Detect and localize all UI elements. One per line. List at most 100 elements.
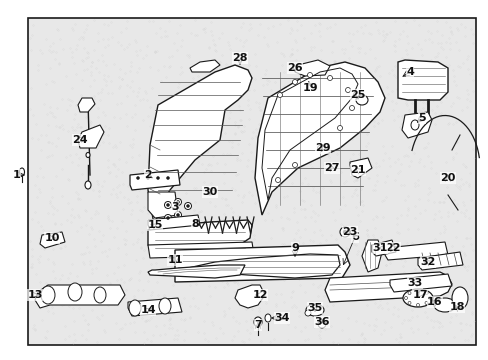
Point [171, 332, 179, 338]
Point [122, 228, 129, 233]
Point [295, 276, 303, 282]
Point [64, 275, 72, 281]
Point [77, 124, 85, 130]
Point [216, 59, 224, 64]
Point [113, 225, 121, 230]
Point [79, 144, 86, 150]
Point [273, 174, 281, 179]
Point [403, 57, 410, 62]
Point [289, 302, 297, 308]
Point [443, 209, 450, 215]
Point [328, 339, 336, 345]
Point [264, 170, 271, 175]
Point [139, 96, 147, 102]
Point [279, 69, 287, 75]
Point [239, 274, 247, 280]
Point [284, 337, 291, 343]
Point [373, 251, 381, 257]
Point [459, 202, 467, 207]
Point [412, 313, 420, 319]
Point [467, 121, 474, 126]
Point [292, 219, 300, 225]
Point [360, 107, 368, 112]
Point [186, 303, 194, 309]
Point [166, 123, 174, 129]
Point [173, 298, 181, 304]
Point [59, 232, 67, 238]
Point [196, 60, 203, 66]
Point [120, 279, 128, 285]
Point [381, 252, 389, 257]
Point [231, 172, 239, 178]
Point [262, 202, 269, 207]
Point [368, 285, 376, 291]
Point [397, 182, 405, 188]
Point [466, 283, 473, 289]
Point [104, 213, 112, 219]
Point [27, 85, 35, 91]
Point [82, 336, 90, 342]
Point [106, 78, 114, 84]
Point [46, 104, 54, 109]
Point [406, 317, 413, 323]
Point [223, 280, 230, 286]
Point [257, 198, 264, 204]
Point [63, 217, 71, 222]
Point [59, 126, 67, 132]
Point [240, 267, 247, 273]
Point [265, 339, 273, 345]
Point [427, 107, 435, 113]
Point [238, 150, 245, 156]
Point [220, 72, 228, 78]
Point [51, 56, 59, 62]
Point [461, 165, 469, 170]
Point [326, 323, 334, 329]
Ellipse shape [86, 153, 90, 158]
Point [392, 100, 400, 106]
Point [138, 287, 146, 293]
Point [425, 36, 432, 41]
Point [109, 144, 117, 150]
Point [212, 137, 220, 143]
Point [373, 264, 381, 270]
Point [173, 48, 181, 53]
Point [387, 88, 395, 94]
Point [462, 96, 470, 102]
Ellipse shape [292, 80, 297, 85]
Point [32, 122, 40, 127]
Point [87, 119, 95, 125]
Point [426, 30, 434, 36]
Point [299, 35, 307, 41]
Point [260, 128, 267, 134]
Point [121, 295, 129, 301]
Point [352, 28, 360, 34]
Point [278, 63, 285, 68]
Point [42, 132, 50, 138]
Point [56, 245, 63, 251]
Point [389, 72, 397, 78]
Point [333, 168, 341, 174]
Point [403, 317, 411, 323]
Point [90, 17, 98, 23]
Point [49, 268, 57, 274]
Point [399, 317, 407, 323]
Point [108, 219, 116, 224]
Point [206, 263, 214, 269]
Point [452, 201, 460, 207]
Point [289, 156, 297, 162]
Point [381, 240, 388, 246]
Point [261, 67, 269, 72]
Point [148, 226, 156, 232]
Point [246, 106, 254, 112]
Point [372, 172, 380, 178]
Point [190, 208, 198, 213]
Point [373, 91, 381, 96]
Point [260, 217, 268, 223]
Point [97, 89, 105, 95]
Point [187, 116, 195, 122]
Point [339, 224, 346, 229]
Point [359, 283, 366, 288]
Point [68, 49, 76, 55]
Point [439, 224, 447, 229]
Point [87, 69, 95, 75]
